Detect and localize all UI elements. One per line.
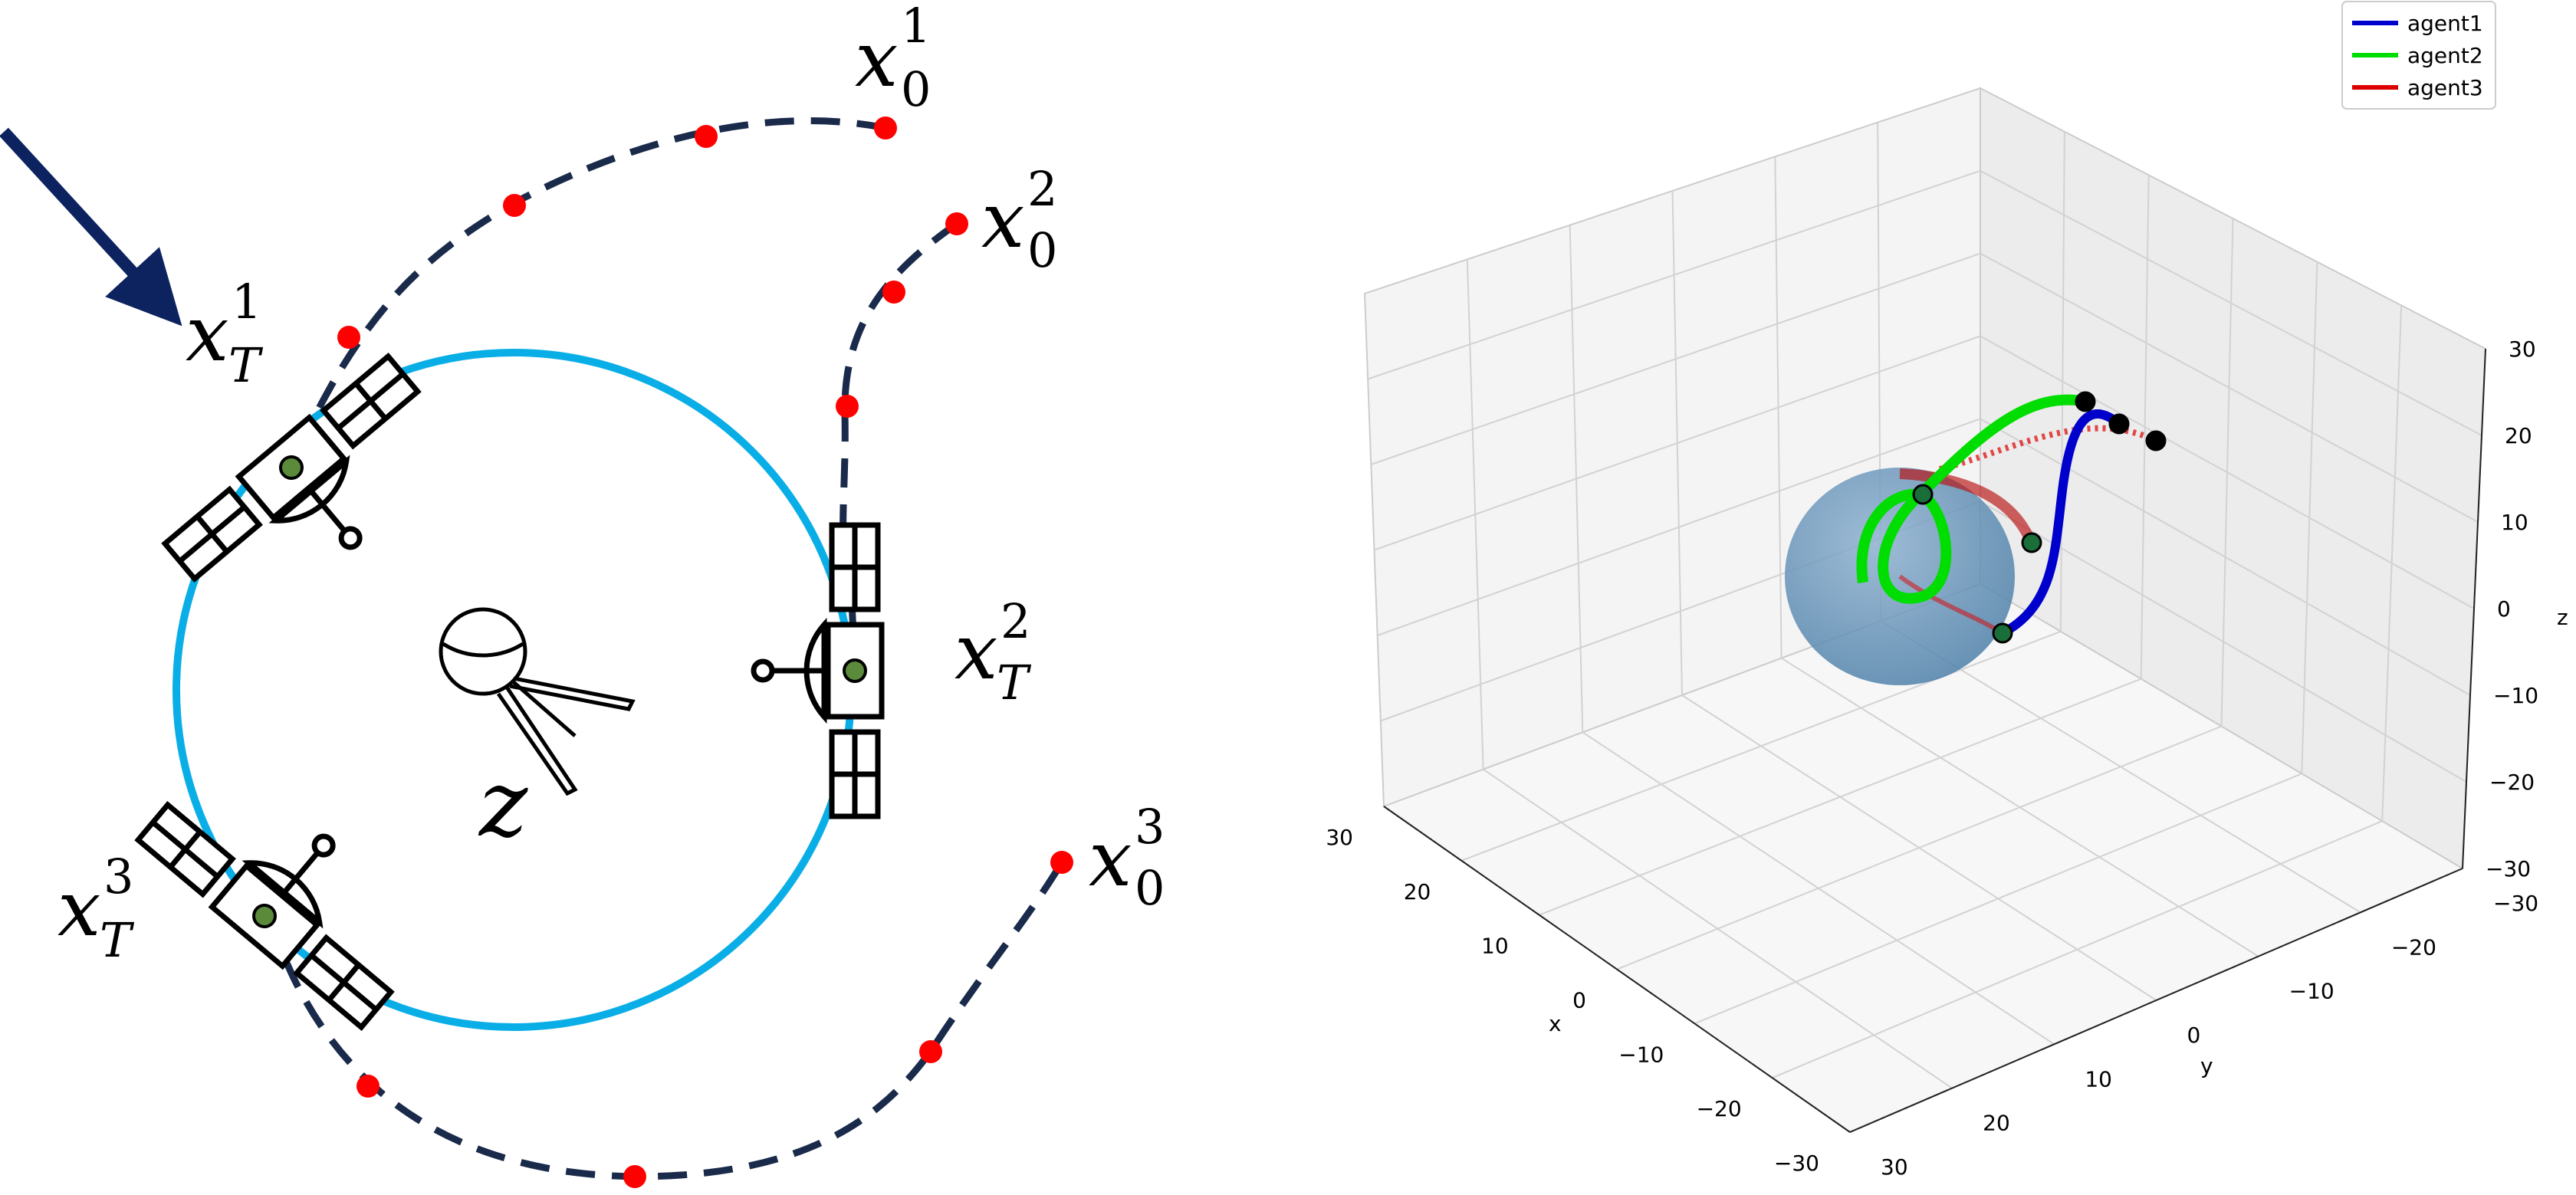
svg-text:x: x (955, 607, 997, 697)
end-marker (843, 658, 867, 683)
svg-text:0: 0 (901, 61, 931, 117)
agent3-line (1898, 574, 2004, 635)
label-xT-3: x 3 T (58, 849, 135, 968)
plot-3d: 30 20 10 0 −10 −20 −30 −30 −20 −10 0 10 20 30 30 20 10 0 −… (1326, 1, 2568, 1180)
z-tick-label: 20 (2505, 423, 2532, 448)
waypoint-dot (623, 1165, 646, 1188)
svg-text:1: 1 (901, 0, 931, 54)
agent3-line (1939, 425, 2157, 472)
svg-text:x: x (1089, 814, 1132, 904)
legend-label: agent3 (2407, 75, 2483, 100)
x-tick-label: −20 (1697, 1096, 1742, 1121)
axis-label-x: x (1549, 1011, 1562, 1036)
satellite-icon (161, 352, 422, 583)
svg-text:T: T (228, 337, 264, 393)
end-marker (1912, 484, 1934, 505)
waypoint-dot (356, 1075, 380, 1098)
satellite-icon (134, 800, 395, 1032)
z-tick-label: −20 (2489, 770, 2535, 795)
x-tick-label: −10 (1618, 1042, 1664, 1067)
svg-text:x: x (186, 289, 228, 379)
end-marker (279, 455, 304, 480)
svg-text:0: 0 (1027, 222, 1057, 278)
agent2-line (1856, 394, 2087, 604)
left-diagram: z (0, 0, 1165, 1188)
y-tick-label: −20 (2391, 934, 2436, 960)
x-tick-label: 20 (1404, 879, 1431, 904)
svg-text:2: 2 (1027, 161, 1057, 217)
y-tick-label: 20 (1983, 1111, 2010, 1136)
start-marker (2108, 413, 2130, 435)
trajectory-3 (266, 860, 1065, 1180)
svg-text:1: 1 (232, 274, 261, 330)
waypoint-dot (945, 212, 968, 235)
tick-labels: 30 20 10 0 −10 −20 −30 −30 −20 −10 0 10 20 30 30 20 10 0 −… (1326, 337, 2538, 1180)
label-xT-1: x 1 T (186, 274, 264, 393)
waypoint-dot (503, 194, 526, 217)
legend: agent1 agent2 agent3 (2341, 1, 2496, 110)
y-tick-label: 10 (2085, 1066, 2112, 1092)
axis-label-y: y (2200, 1053, 2213, 1078)
svg-text:2: 2 (1001, 593, 1030, 649)
label-x0-2: x 2 0 (981, 161, 1057, 278)
satellite-icon (751, 522, 885, 819)
y-tick-label: 0 (2187, 1023, 2201, 1048)
label-x0-1: x 1 0 (855, 0, 931, 117)
start-marker (2075, 391, 2096, 412)
x-tick-label: 0 (1572, 988, 1586, 1013)
trajectory-markers (1912, 391, 2167, 644)
waypoint-dot (337, 326, 360, 349)
sputnik-icon (439, 607, 636, 796)
axis-line (2462, 348, 2486, 869)
svg-text:0: 0 (1135, 860, 1165, 916)
agent1-line (2000, 409, 2119, 638)
waypoint-dot (836, 395, 859, 418)
svg-text:x: x (981, 176, 1024, 265)
end-marker (252, 904, 277, 928)
z-tick-label: 10 (2501, 510, 2528, 535)
y-tick-label: 30 (1881, 1154, 1908, 1180)
label-xT-2: x 2 T (955, 593, 1032, 711)
waypoint-dots (337, 117, 1073, 1188)
axis-label-z: z (2557, 605, 2568, 630)
waypoint-dot (919, 1040, 942, 1063)
waypoint-dot (1050, 851, 1073, 874)
z-tick-label: 0 (2497, 596, 2511, 622)
z-tick-label: 30 (2509, 337, 2536, 362)
svg-text:x: x (855, 15, 898, 104)
svg-text:T: T (100, 912, 135, 968)
x-tick-label: 30 (1326, 825, 1353, 850)
x-tick-label: −30 (1774, 1151, 1819, 1176)
y-tick-label: −30 (2493, 891, 2538, 916)
waypoint-dot (882, 281, 905, 304)
z-tick-label: −10 (2493, 683, 2538, 708)
axis-line (1849, 868, 2463, 1133)
start-marker (2145, 430, 2167, 451)
legend-box (2341, 1, 2496, 110)
label-x0-3: x 3 0 (1089, 799, 1165, 916)
target-symbol: z (478, 751, 528, 858)
grid-line (1980, 501, 2467, 783)
waypoint-dot (874, 117, 897, 140)
svg-text:x: x (58, 864, 100, 954)
y-tick-label: −10 (2289, 979, 2334, 1004)
arrow-icon (0, 127, 182, 327)
agent1-trajectory (2000, 409, 2119, 638)
agent3-trajectory (1898, 425, 2157, 635)
end-marker (2021, 532, 2042, 553)
legend-label: agent1 (2407, 11, 2483, 36)
svg-text:3: 3 (1135, 799, 1165, 855)
svg-text:T: T (997, 655, 1032, 711)
waypoint-dot (695, 125, 718, 148)
legend-label: agent2 (2407, 43, 2483, 68)
end-marker (1992, 622, 2013, 644)
x-tick-label: 10 (1481, 934, 1509, 959)
axis-line (1383, 806, 1851, 1133)
z-tick-label: −30 (2486, 856, 2531, 881)
grid-line (1772, 820, 2383, 1079)
svg-text:3: 3 (104, 849, 133, 904)
agent3-line (1899, 468, 2037, 547)
